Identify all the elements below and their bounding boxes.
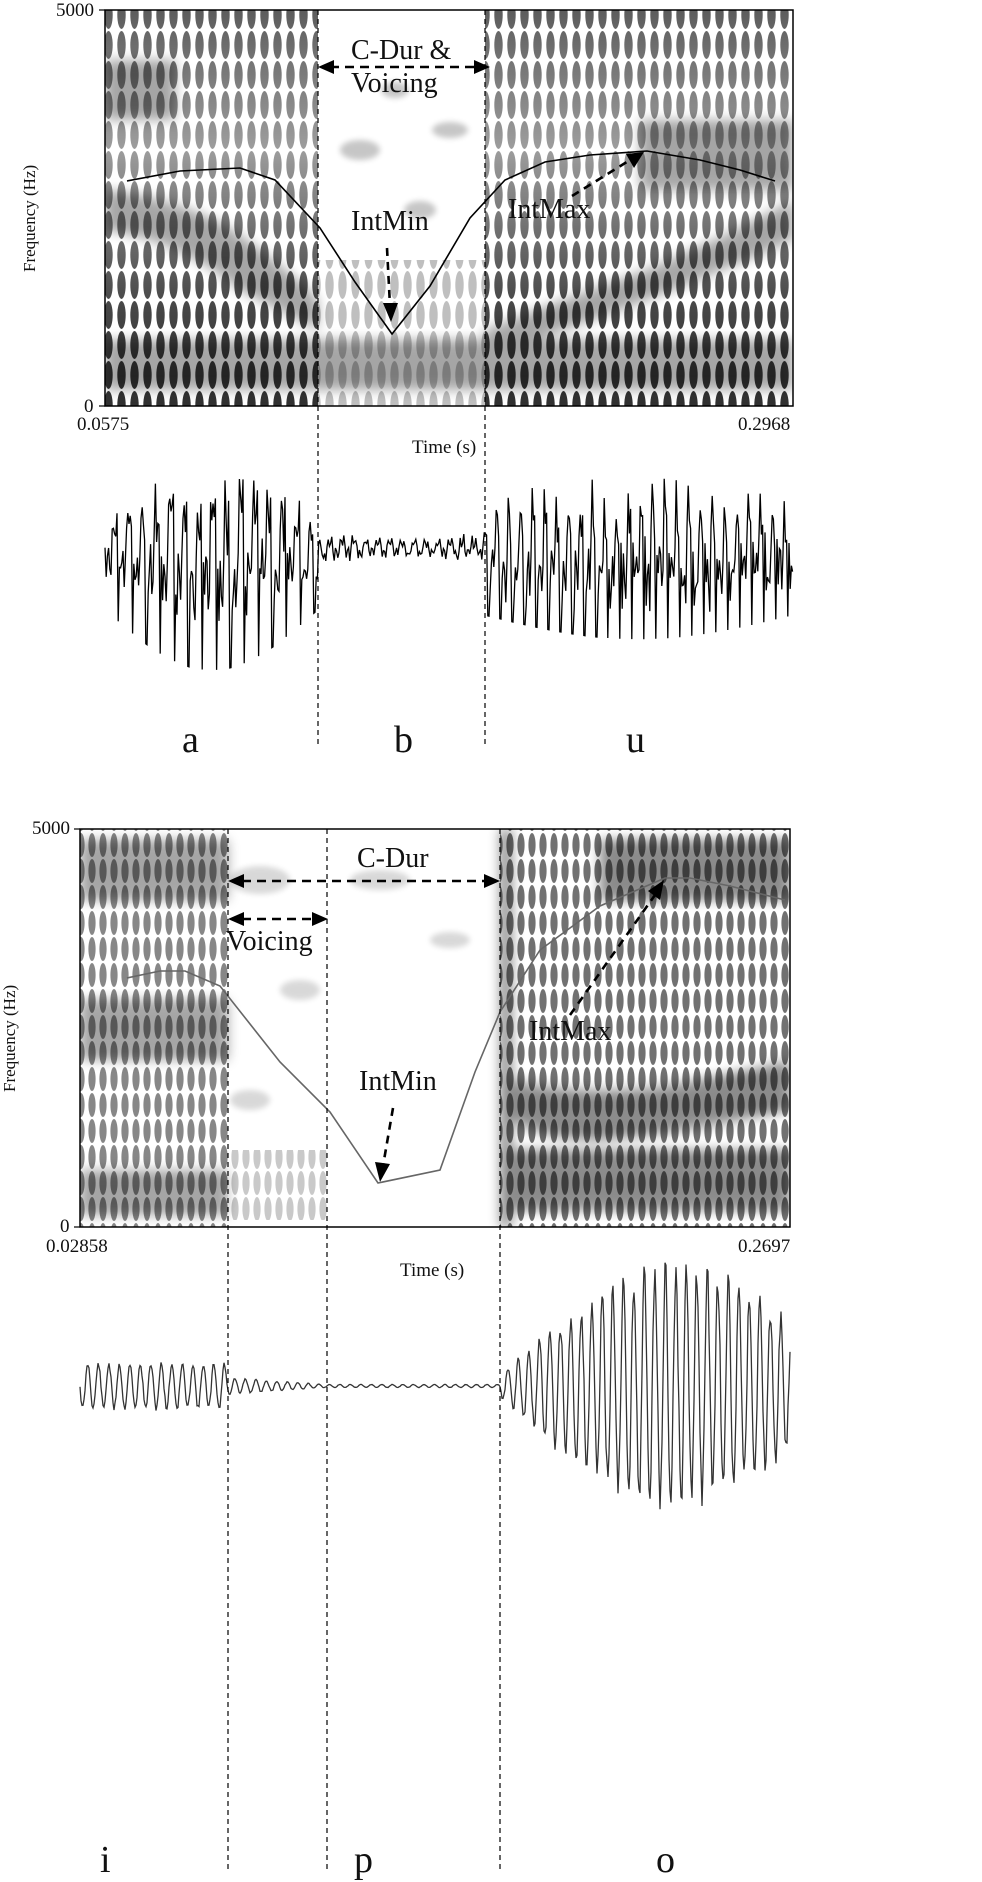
intmin-label-1: IntMin xyxy=(351,206,429,237)
segment-label-i: i xyxy=(100,1839,111,1881)
segment-label-b: b xyxy=(394,719,413,761)
spectrogram-2 xyxy=(80,829,790,1227)
cdur-voicing-label-line2: Voicing xyxy=(351,68,438,99)
y-axis-label-1: Frequency (Hz) xyxy=(20,164,39,272)
x-tick-start-2: 0.02858 xyxy=(46,1236,108,1257)
cdur-arrow-2 xyxy=(228,874,500,888)
waveform-2 xyxy=(79,1262,791,1510)
boundary-lines-1 xyxy=(317,10,486,748)
intmin-arrow-2 xyxy=(375,1107,395,1182)
cdur-voicing-arrow-1 xyxy=(318,60,490,74)
intensity-contour-2 xyxy=(126,877,786,1184)
waveform-1 xyxy=(104,478,794,670)
cdur-label-2: C-Dur xyxy=(357,843,429,874)
intmax-label-1: IntMax xyxy=(508,194,591,225)
y-tick-min-2: 0 xyxy=(60,1216,70,1237)
x-axis-label-1: Time (s) xyxy=(412,437,477,458)
intmax-arrow-2 xyxy=(568,880,664,1016)
spectrogram-1-frame xyxy=(104,9,794,407)
y-axis-label-2: Frequency (Hz) xyxy=(0,984,19,1092)
segment-label-p: p xyxy=(354,1839,373,1881)
cdur-voicing-label-line1: C-Dur & xyxy=(351,35,452,66)
intmax-label-2: IntMax xyxy=(529,1016,612,1047)
intmin-arrow-1 xyxy=(383,247,398,322)
segment-label-o: o xyxy=(656,1839,675,1881)
segment-label-a: a xyxy=(182,719,199,761)
x-tick-start-1: 0.0575 xyxy=(77,414,130,435)
y-tick-min-1: 0 xyxy=(84,396,94,417)
y-tick-max-1: 5000 xyxy=(56,0,94,21)
x-tick-end-1: 0.2968 xyxy=(738,414,791,435)
spectrogram-1 xyxy=(105,10,793,406)
y-tick-max-2: 5000 xyxy=(32,818,70,839)
spectrogram-2-frame xyxy=(79,828,791,1228)
intmin-label-2: IntMin xyxy=(359,1066,437,1097)
intensity-contour-1 xyxy=(126,150,776,336)
segment-label-u: u xyxy=(626,719,645,761)
voicing-arrow-2 xyxy=(228,912,328,926)
voicing-label-2: Voicing xyxy=(226,926,313,957)
x-tick-end-2: 0.2697 xyxy=(738,1236,791,1257)
y-ticks-1 xyxy=(99,9,105,407)
y-ticks-2 xyxy=(74,828,80,1228)
x-axis-label-2: Time (s) xyxy=(400,1260,465,1281)
boundary-lines-2 xyxy=(227,829,501,1870)
intmax-arrow-1 xyxy=(571,152,644,198)
